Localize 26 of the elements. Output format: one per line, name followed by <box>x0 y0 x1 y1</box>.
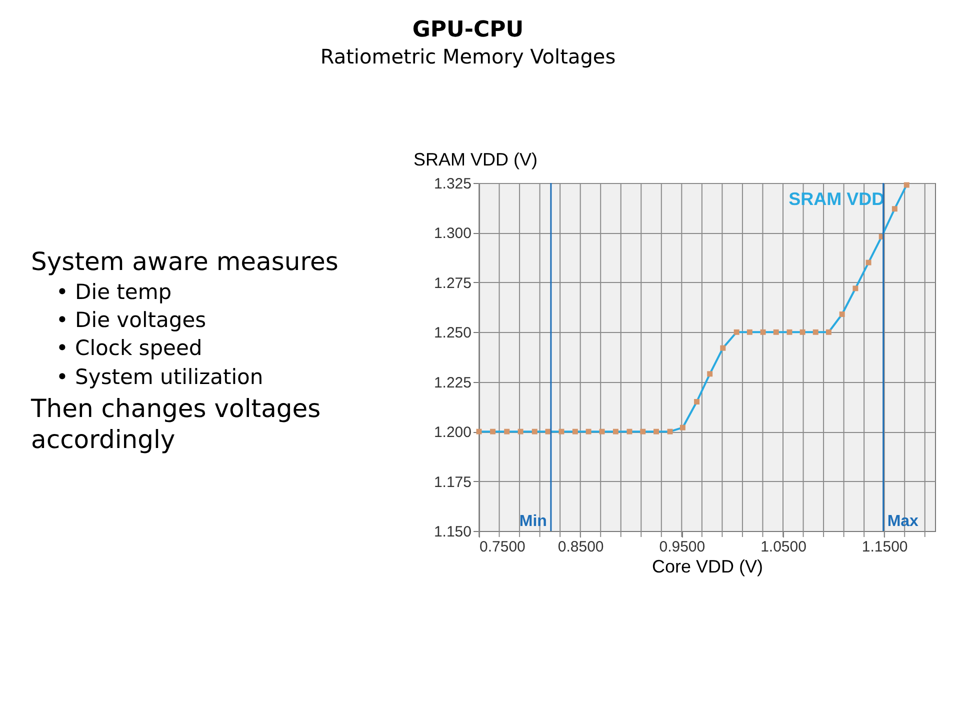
text: • Die temp <box>56 280 172 304</box>
x-tick-label: 0.7500 <box>480 538 526 556</box>
chart-title: GPU-CPU <box>412 18 524 42</box>
y-tick-label: 1.300 <box>434 225 472 242</box>
text: Then changes voltages <box>30 394 321 423</box>
y-tick-label: 1.175 <box>434 474 472 491</box>
y-tick-label: 1.250 <box>434 324 472 342</box>
ref-line-label: Min <box>519 513 547 530</box>
text: System aware measures <box>31 247 338 276</box>
y-tick-label: 1.275 <box>434 274 472 292</box>
y-tick-label: 1.325 <box>434 176 472 192</box>
y-tick-label: 1.200 <box>434 424 472 442</box>
y-tick-label: 1.225 <box>434 374 472 392</box>
ref-line-label: Max <box>887 513 919 530</box>
x-tick-label: 1.1500 <box>862 538 908 556</box>
text: • Clock speed <box>56 336 202 360</box>
x-tick-label: 1.0500 <box>760 538 806 556</box>
text: accordingly <box>31 425 176 454</box>
x-tick-label: 0.9500 <box>659 538 706 556</box>
text: • System utilization <box>56 365 264 389</box>
x-axis-title: Core VDD (V) <box>652 556 764 576</box>
text: • Die voltages <box>56 308 206 332</box>
y-axis-title: SRAM VDD (V) <box>414 150 538 170</box>
x-tick-label: 0.8500 <box>558 538 604 556</box>
chart-subtitle: Ratiometric Memory Voltages <box>320 44 616 68</box>
y-tick-label: 1.150 <box>434 524 472 540</box>
